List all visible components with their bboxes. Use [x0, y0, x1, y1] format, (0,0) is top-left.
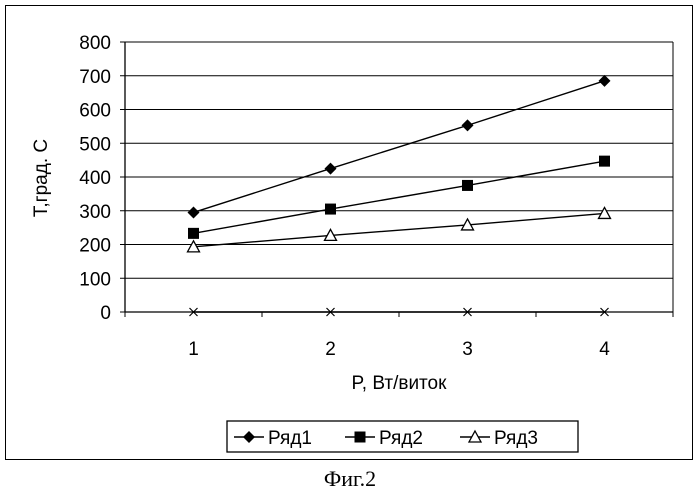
y-tick-label: 0	[100, 303, 111, 324]
figure-caption: Фиг.2	[0, 466, 700, 492]
legend-swatch-marker	[355, 432, 366, 443]
y-axis-title: Т,град. С	[31, 139, 52, 217]
series-1-point-4	[599, 75, 611, 87]
x-tick-label: 3	[462, 339, 473, 360]
x-tick-label: 4	[599, 339, 610, 360]
legend-label: Ряд3	[494, 428, 538, 449]
x-axis-title: P, Вт/виток	[352, 373, 448, 394]
y-tick-label: 800	[79, 33, 111, 54]
series-1-point-2	[325, 163, 337, 175]
y-tick-label: 500	[79, 134, 111, 155]
series-2-point-4	[599, 156, 610, 167]
series-2-point-3	[462, 180, 473, 191]
series-1-point-3	[462, 119, 474, 131]
x-tick-label: 1	[188, 339, 199, 360]
tick-labels: 0 100 200 300 400 500 600 700 800 1 2 3 4	[79, 33, 610, 360]
series-3-point-4	[599, 207, 611, 218]
legend-label: Ряд1	[268, 428, 312, 449]
x-tick-label: 2	[325, 339, 336, 360]
line-chart: 0 100 200 300 400 500 600 700 800 1 2 3 4 P, Вт/вито…	[0, 0, 700, 466]
series-2-point-2	[325, 204, 336, 215]
legend: Ряд1 Ряд2 Ряд3	[227, 421, 578, 452]
y-tick-label: 700	[79, 67, 111, 88]
series-2-line	[194, 161, 605, 233]
y-tick-label: 100	[79, 269, 111, 290]
y-tick-label: 600	[79, 101, 111, 122]
series-1-point-1	[188, 206, 200, 218]
legend-label: Ряд2	[379, 428, 423, 449]
series	[188, 75, 611, 316]
series-1-line	[194, 81, 605, 213]
series-3	[188, 207, 611, 251]
y-tick-label: 400	[79, 168, 111, 189]
series-3-line	[194, 213, 605, 246]
y-tick-label: 200	[79, 236, 111, 257]
gridlines	[125, 42, 673, 278]
axes	[120, 42, 673, 317]
y-tick-label: 300	[79, 202, 111, 223]
series-2-point-1	[188, 228, 199, 239]
series-2	[188, 156, 610, 239]
